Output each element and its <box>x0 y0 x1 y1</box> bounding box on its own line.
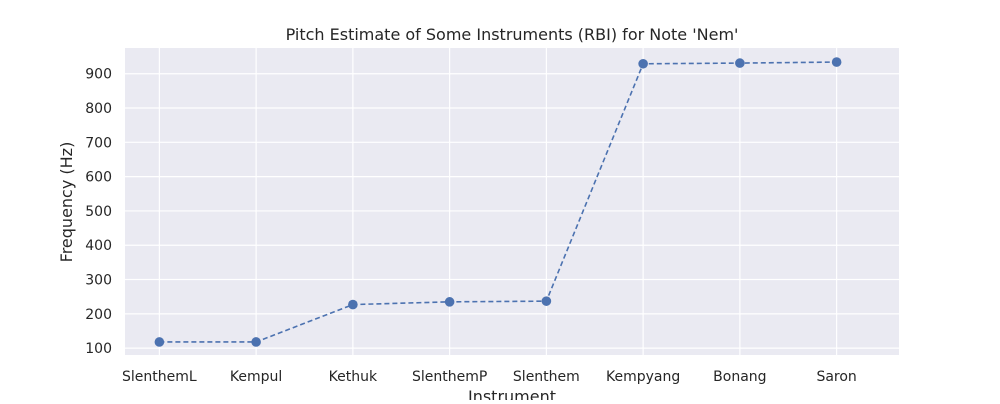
data-point-saron <box>831 57 842 67</box>
x-tick-label: SlenthemP <box>412 369 487 385</box>
data-point-bonang <box>735 58 745 68</box>
y-tick-label: 900 <box>85 67 112 83</box>
data-point-kempul <box>251 337 261 347</box>
x-tick-label: Kempul <box>230 369 282 385</box>
x-tick-label: SlenthemL <box>122 369 197 385</box>
data-point-slentheml <box>154 337 165 347</box>
plot-area <box>125 48 899 355</box>
y-tick-label: 300 <box>85 273 112 289</box>
x-tick-label: Slenthem <box>513 369 580 385</box>
series-layer <box>154 57 842 347</box>
data-point-slenthem <box>541 296 552 306</box>
x-axis-label: Instrument <box>468 387 556 400</box>
chart-title: Pitch Estimate of Some Instruments (RBI)… <box>286 25 739 44</box>
y-tick-label: 200 <box>85 307 112 323</box>
series-line <box>159 61 837 343</box>
x-tick-label: Saron <box>816 369 856 385</box>
data-point-kempyang <box>638 58 648 69</box>
x-tick-label: Bonang <box>713 369 766 385</box>
y-tick-label: 600 <box>85 170 112 186</box>
data-point-slenthemp <box>444 297 455 307</box>
x-tick-label: Kempyang <box>606 369 680 385</box>
y-tick-label: 500 <box>85 204 112 220</box>
y-tick-label: 400 <box>85 238 112 254</box>
y-tick-label: 100 <box>85 341 112 357</box>
x-tick-label: Kethuk <box>329 369 378 385</box>
data-point-kethuk <box>348 299 358 310</box>
y-tick-label: 700 <box>85 135 112 151</box>
y-axis-label: Frequency (Hz) <box>57 142 76 263</box>
y-tick-labels: 100 200 300 400 500 600 700 800 900 <box>85 67 112 357</box>
x-tick-labels: SlenthemL Kempul Kethuk SlenthemP Slenthem Ke… <box>122 369 857 385</box>
y-tick-label: 800 <box>85 101 112 117</box>
